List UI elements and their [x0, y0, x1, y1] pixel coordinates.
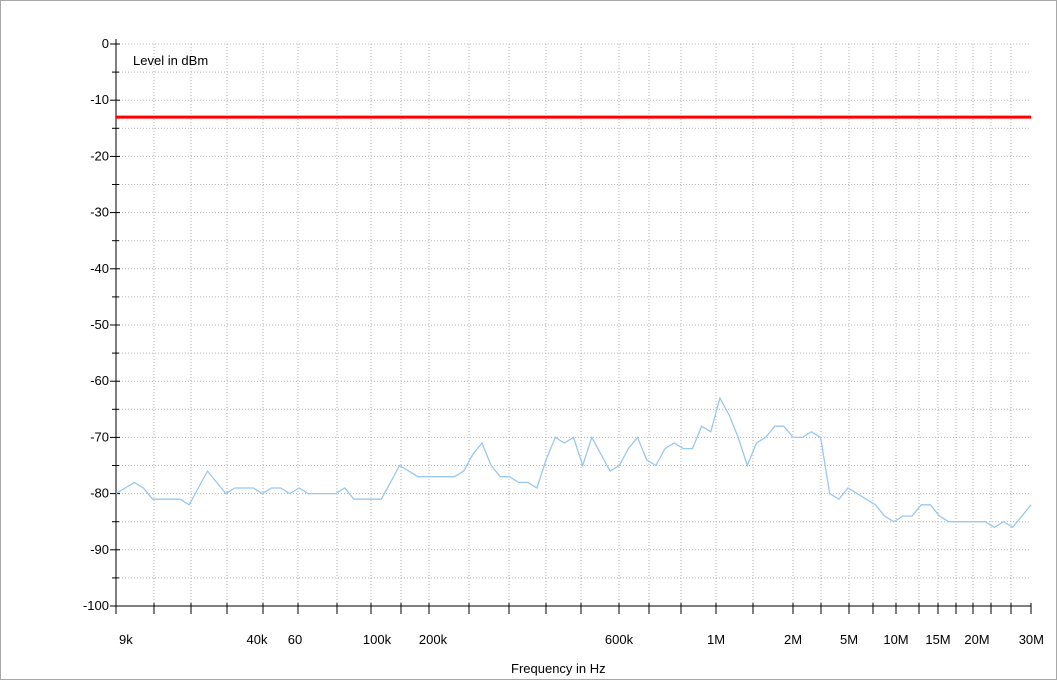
y-tick-label: -90 — [90, 542, 109, 557]
y-axis-title: Level in dBm — [133, 53, 208, 68]
axes: 0 -10 -20 -30 -40 -50 -60 -70 -80 -90 -100 9k 40k 60 1… — [83, 36, 1044, 647]
y-tick-label: -40 — [90, 261, 109, 276]
x-tick-label: 100k — [363, 632, 392, 647]
x-tick-label: 2M — [784, 632, 802, 647]
x-tick-label: 1M — [707, 632, 725, 647]
x-tick-label: 5M — [840, 632, 858, 647]
x-tick-label: 10M — [883, 632, 908, 647]
x-tick-label: 600k — [605, 632, 634, 647]
x-tick-label: 15M — [925, 632, 950, 647]
y-tick-label: -20 — [90, 148, 109, 163]
y-tick-label: -30 — [90, 205, 109, 220]
y-tick-label: -10 — [90, 92, 109, 107]
x-tick-label: 20M — [964, 632, 989, 647]
y-tick-label: -50 — [90, 317, 109, 332]
x-tick-label: 200k — [419, 632, 448, 647]
x-tick-label: 30M — [1019, 632, 1044, 647]
x-tick-label: 60 — [288, 632, 302, 647]
y-tick-label: -60 — [90, 373, 109, 388]
x-tick-label: 9k — [119, 632, 133, 647]
x-axis-title: Frequency in Hz — [511, 661, 606, 676]
y-tick-label: -100 — [83, 598, 109, 613]
measurement-line — [115, 396, 1032, 529]
x-tick-label: 40k — [247, 632, 268, 647]
y-tick-label: -70 — [90, 429, 109, 444]
series-layer — [115, 115, 1032, 529]
grid — [116, 43, 1031, 607]
y-tick-label: 0 — [102, 36, 109, 51]
y-tick-label: -80 — [90, 486, 109, 501]
